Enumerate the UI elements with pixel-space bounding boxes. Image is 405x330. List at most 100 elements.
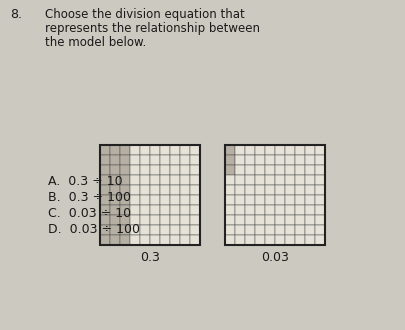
Bar — [100, 145, 110, 155]
Bar — [254, 185, 264, 195]
Bar — [179, 165, 190, 175]
Bar — [149, 225, 160, 235]
Bar — [224, 225, 234, 235]
Bar — [110, 225, 120, 235]
Bar — [314, 165, 324, 175]
Bar — [120, 225, 130, 235]
Bar — [110, 165, 120, 175]
Bar — [294, 235, 304, 245]
Bar — [224, 195, 234, 205]
Bar — [294, 175, 304, 185]
Bar — [100, 145, 200, 245]
Bar — [224, 175, 234, 185]
Bar — [100, 175, 110, 185]
Bar — [120, 215, 130, 225]
Bar — [130, 195, 140, 205]
Bar — [149, 185, 160, 195]
Bar — [179, 215, 190, 225]
Bar — [190, 175, 200, 185]
Bar — [149, 215, 160, 225]
Bar — [244, 215, 254, 225]
Text: D.  0.03 ÷ 100: D. 0.03 ÷ 100 — [48, 223, 140, 236]
Bar — [224, 155, 234, 165]
Bar — [149, 155, 160, 165]
Bar — [234, 235, 244, 245]
Bar — [149, 175, 160, 185]
Bar — [294, 145, 304, 155]
Bar — [100, 185, 110, 195]
Bar — [224, 205, 234, 215]
Bar — [100, 225, 110, 235]
Bar — [244, 175, 254, 185]
Bar — [284, 235, 294, 245]
Bar — [120, 145, 130, 155]
Bar — [294, 205, 304, 215]
Bar — [294, 195, 304, 205]
Bar — [160, 185, 170, 195]
Bar — [190, 205, 200, 215]
Bar — [130, 225, 140, 235]
Bar — [179, 145, 190, 155]
Bar — [244, 155, 254, 165]
Bar — [100, 215, 110, 225]
Bar — [110, 215, 120, 225]
Bar — [294, 225, 304, 235]
Bar — [304, 195, 314, 205]
Bar — [179, 155, 190, 165]
Bar — [110, 155, 120, 165]
Bar — [179, 205, 190, 215]
Bar — [140, 235, 149, 245]
Bar — [264, 195, 274, 205]
Bar — [110, 235, 120, 245]
Bar — [179, 185, 190, 195]
Bar — [160, 175, 170, 185]
Bar — [120, 185, 130, 195]
Bar — [120, 195, 130, 205]
Bar — [274, 205, 284, 215]
Text: A.  0.3 ÷ 10: A. 0.3 ÷ 10 — [48, 175, 122, 188]
Bar — [274, 215, 284, 225]
Text: Choose the division equation that: Choose the division equation that — [45, 8, 244, 21]
Bar — [100, 235, 110, 245]
Bar — [234, 165, 244, 175]
Bar — [254, 155, 264, 165]
Bar — [304, 165, 314, 175]
Bar — [160, 155, 170, 165]
Bar — [170, 235, 179, 245]
Bar — [284, 175, 294, 185]
Bar — [190, 145, 200, 155]
Bar — [149, 235, 160, 245]
Bar — [130, 215, 140, 225]
Bar — [110, 185, 120, 195]
Bar — [274, 165, 284, 175]
Bar — [294, 155, 304, 165]
Bar — [314, 215, 324, 225]
Bar — [190, 195, 200, 205]
Bar — [110, 205, 120, 215]
Bar — [179, 225, 190, 235]
Bar — [190, 185, 200, 195]
Bar — [149, 195, 160, 205]
Bar — [130, 205, 140, 215]
Bar — [179, 175, 190, 185]
Bar — [130, 145, 140, 155]
Bar — [160, 205, 170, 215]
Bar — [264, 165, 274, 175]
Bar — [274, 185, 284, 195]
Text: C.  0.03 ÷ 10: C. 0.03 ÷ 10 — [48, 207, 131, 220]
Bar — [110, 175, 120, 185]
Bar — [140, 215, 149, 225]
Bar — [100, 205, 110, 215]
Bar — [304, 225, 314, 235]
Bar — [140, 145, 149, 155]
Bar — [224, 145, 324, 245]
Bar — [264, 155, 274, 165]
Bar — [314, 195, 324, 205]
Text: 8.: 8. — [10, 8, 22, 21]
Bar — [120, 165, 130, 175]
Bar — [160, 235, 170, 245]
Bar — [254, 205, 264, 215]
Bar — [234, 145, 244, 155]
Bar — [274, 195, 284, 205]
Bar — [284, 195, 294, 205]
